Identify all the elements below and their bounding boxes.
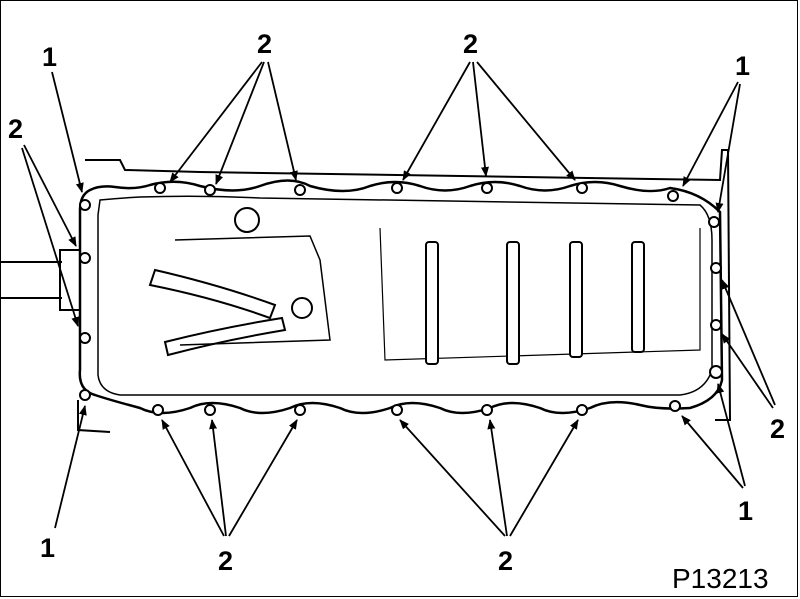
leader-2-top-b2 <box>472 61 489 177</box>
baffle-step <box>379 227 701 361</box>
bolt-top-2 <box>204 184 216 196</box>
callout-2-bottom-a: 2 <box>218 546 233 576</box>
bolt-top-4 <box>391 182 403 194</box>
rib-1 <box>425 241 439 365</box>
bolt-bottom-7 <box>669 400 681 412</box>
leader-2-bottom-b2 <box>487 419 508 537</box>
bolt-top-7 <box>667 190 679 202</box>
bolt-bottom-1 <box>152 404 164 416</box>
leader-1-bottom-right-b <box>716 383 746 487</box>
baffle-outline <box>174 235 331 346</box>
leader-2-right-b <box>721 333 774 409</box>
rib-3 <box>569 241 583 358</box>
figure-code: P13213 <box>672 563 769 594</box>
bolts <box>79 182 723 416</box>
callout-1-top-right: 1 <box>735 51 750 81</box>
drain-plug <box>291 297 313 319</box>
bolt-top-6 <box>576 182 588 194</box>
leader-1-top-right-b <box>715 83 741 213</box>
leader-1-top-right-a <box>682 81 739 187</box>
leader-2-top-a3 <box>267 61 298 181</box>
bolt-left-1 <box>79 199 91 211</box>
oil-pan-flange <box>78 179 724 415</box>
leader-2-bottom-a1 <box>161 419 225 537</box>
leader-2-left-b <box>21 147 80 327</box>
leader-2-left-a <box>23 144 77 247</box>
callout-1-bottom-right: 1 <box>738 496 753 526</box>
bolt-bottom-3 <box>294 404 306 416</box>
leader-2-top-b1 <box>402 61 471 181</box>
leader-1-bottom-right-a <box>681 415 744 489</box>
leader-1-bottom-left <box>54 405 87 529</box>
leader-2-bottom-a2 <box>209 419 227 537</box>
leader-1-top-left <box>51 71 84 193</box>
bolt-right-4 <box>709 365 723 379</box>
bolt-left-4 <box>79 389 91 401</box>
callout-2-right: 2 <box>770 414 785 444</box>
bolt-right-2 <box>710 262 722 274</box>
callout-2-top-b: 2 <box>463 29 478 59</box>
rib-2 <box>506 241 520 365</box>
leader-2-top-a1 <box>169 61 263 183</box>
leader-2-right-a <box>721 279 776 406</box>
leader-2-bottom-b1 <box>399 419 506 537</box>
pan-ribs <box>425 241 645 365</box>
leader-2-bottom-a3 <box>228 419 298 537</box>
bolt-bottom-4 <box>391 404 403 416</box>
bolt-left-2 <box>79 252 91 264</box>
leader-2-top-a2 <box>215 61 265 185</box>
callout-1-top-left: 1 <box>42 42 57 72</box>
bolt-right-3 <box>710 319 722 331</box>
callout-2-top-a: 2 <box>257 29 272 59</box>
rib-4 <box>631 241 645 353</box>
bolt-bottom-2 <box>204 404 216 416</box>
bolt-top-5 <box>481 182 493 194</box>
bolt-top-3 <box>294 184 306 196</box>
oil-pan <box>78 179 724 415</box>
bolt-left-3 <box>79 332 91 344</box>
bolt-right-1 <box>708 216 720 228</box>
leader-2-top-b3 <box>476 61 576 181</box>
callout-2-left: 2 <box>8 114 23 144</box>
leader-arrows <box>21 61 776 537</box>
engine-block-outline <box>0 149 732 433</box>
bolt-bottom-6 <box>576 404 588 416</box>
callout-1-bottom-left: 1 <box>40 533 55 563</box>
leader-2-bottom-b3 <box>509 419 579 537</box>
pickup-tube-lower <box>163 316 287 357</box>
sensor-boss <box>234 207 260 233</box>
bolt-bottom-5 <box>481 404 493 416</box>
pickup-tube-upper <box>148 268 277 320</box>
callout-2-bottom-b: 2 <box>498 546 513 576</box>
bolt-top-1 <box>154 182 166 194</box>
